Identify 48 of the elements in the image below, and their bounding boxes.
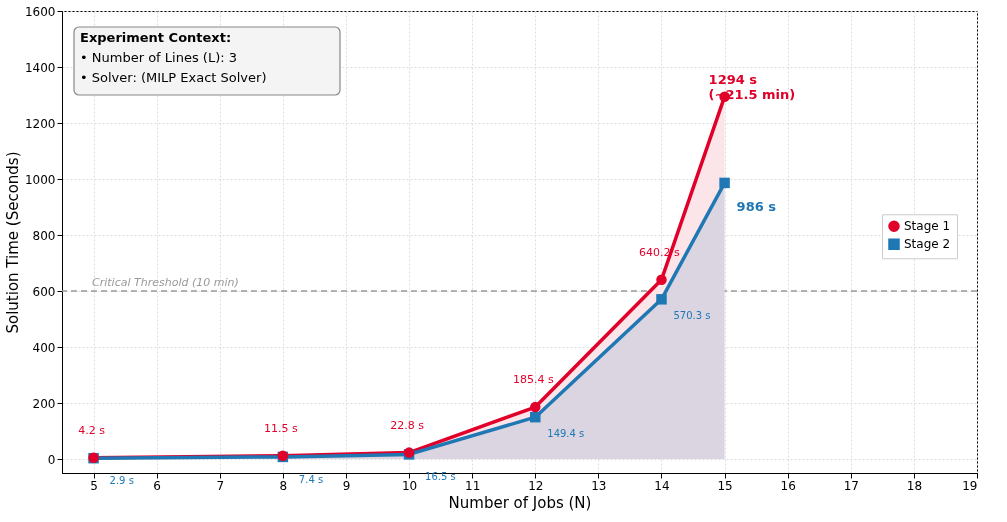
data-label: 22.8 s: [390, 418, 425, 432]
annotation: • Number of Lines (L): 3: [80, 50, 237, 65]
data-label: 2.9 s: [109, 475, 134, 487]
x-tick-label: 19: [962, 478, 978, 493]
y-tick-label: 0: [47, 452, 56, 467]
x-tick-label: 11: [465, 478, 481, 493]
x-tick-label: 14: [654, 478, 670, 493]
y-tick-label: 1400: [24, 60, 56, 75]
x-tick-label: 9: [342, 478, 351, 493]
x-tick-label: 5: [90, 478, 98, 493]
annotation: • Solver: (MILP Exact Solver): [80, 70, 267, 85]
y-tick-label: 200: [32, 396, 56, 411]
ref-line-label: Critical Threshold (10 min): [92, 276, 239, 289]
y-tick-label: 1000: [24, 172, 56, 187]
data-label: 4.2 s: [78, 423, 106, 437]
point: [656, 274, 667, 285]
data-label: 149.4 s: [547, 428, 585, 440]
y-tick-label: 800: [32, 228, 56, 243]
x-tick-label: 7: [216, 478, 225, 493]
y-tick-label: 1200: [24, 116, 56, 131]
data-label: 640.2 s: [639, 245, 681, 259]
x-tick-label: 12: [528, 478, 544, 493]
y-tick-label: 400: [32, 340, 56, 355]
x-tick-label: 8: [279, 478, 288, 493]
legend-label: Stage 1: [904, 219, 951, 234]
legend-label: Stage 2: [904, 237, 951, 252]
x-tick-label: 13: [591, 478, 607, 493]
y-tick-label: 600: [32, 284, 56, 299]
data-label: 570.3 s: [673, 310, 711, 322]
y-tick-label: 1600: [24, 4, 56, 19]
x-tick-label: 6: [153, 478, 161, 493]
x-tick-label: 16: [780, 478, 796, 493]
annotation: Experiment Context:: [80, 30, 232, 45]
point: [530, 411, 541, 423]
x-tick-label: 17: [843, 478, 859, 493]
point: [656, 294, 667, 305]
data-label: 185.4 s: [512, 373, 554, 387]
data-label: 16.5 s: [425, 471, 456, 483]
point: [719, 177, 730, 189]
data-label: 11.5 s: [263, 421, 298, 435]
x-tick-label: 10: [401, 478, 418, 493]
data-label: 7.4 s: [298, 473, 324, 485]
data-label: 986 s: [736, 198, 777, 214]
y-axis-title: Solution Time (Seconds): [3, 151, 22, 334]
point: [530, 401, 541, 413]
x-tick-label: 18: [906, 478, 923, 493]
x-tick-label: 15: [717, 478, 733, 493]
x-axis-title: Number of Jobs (N): [448, 493, 592, 512]
